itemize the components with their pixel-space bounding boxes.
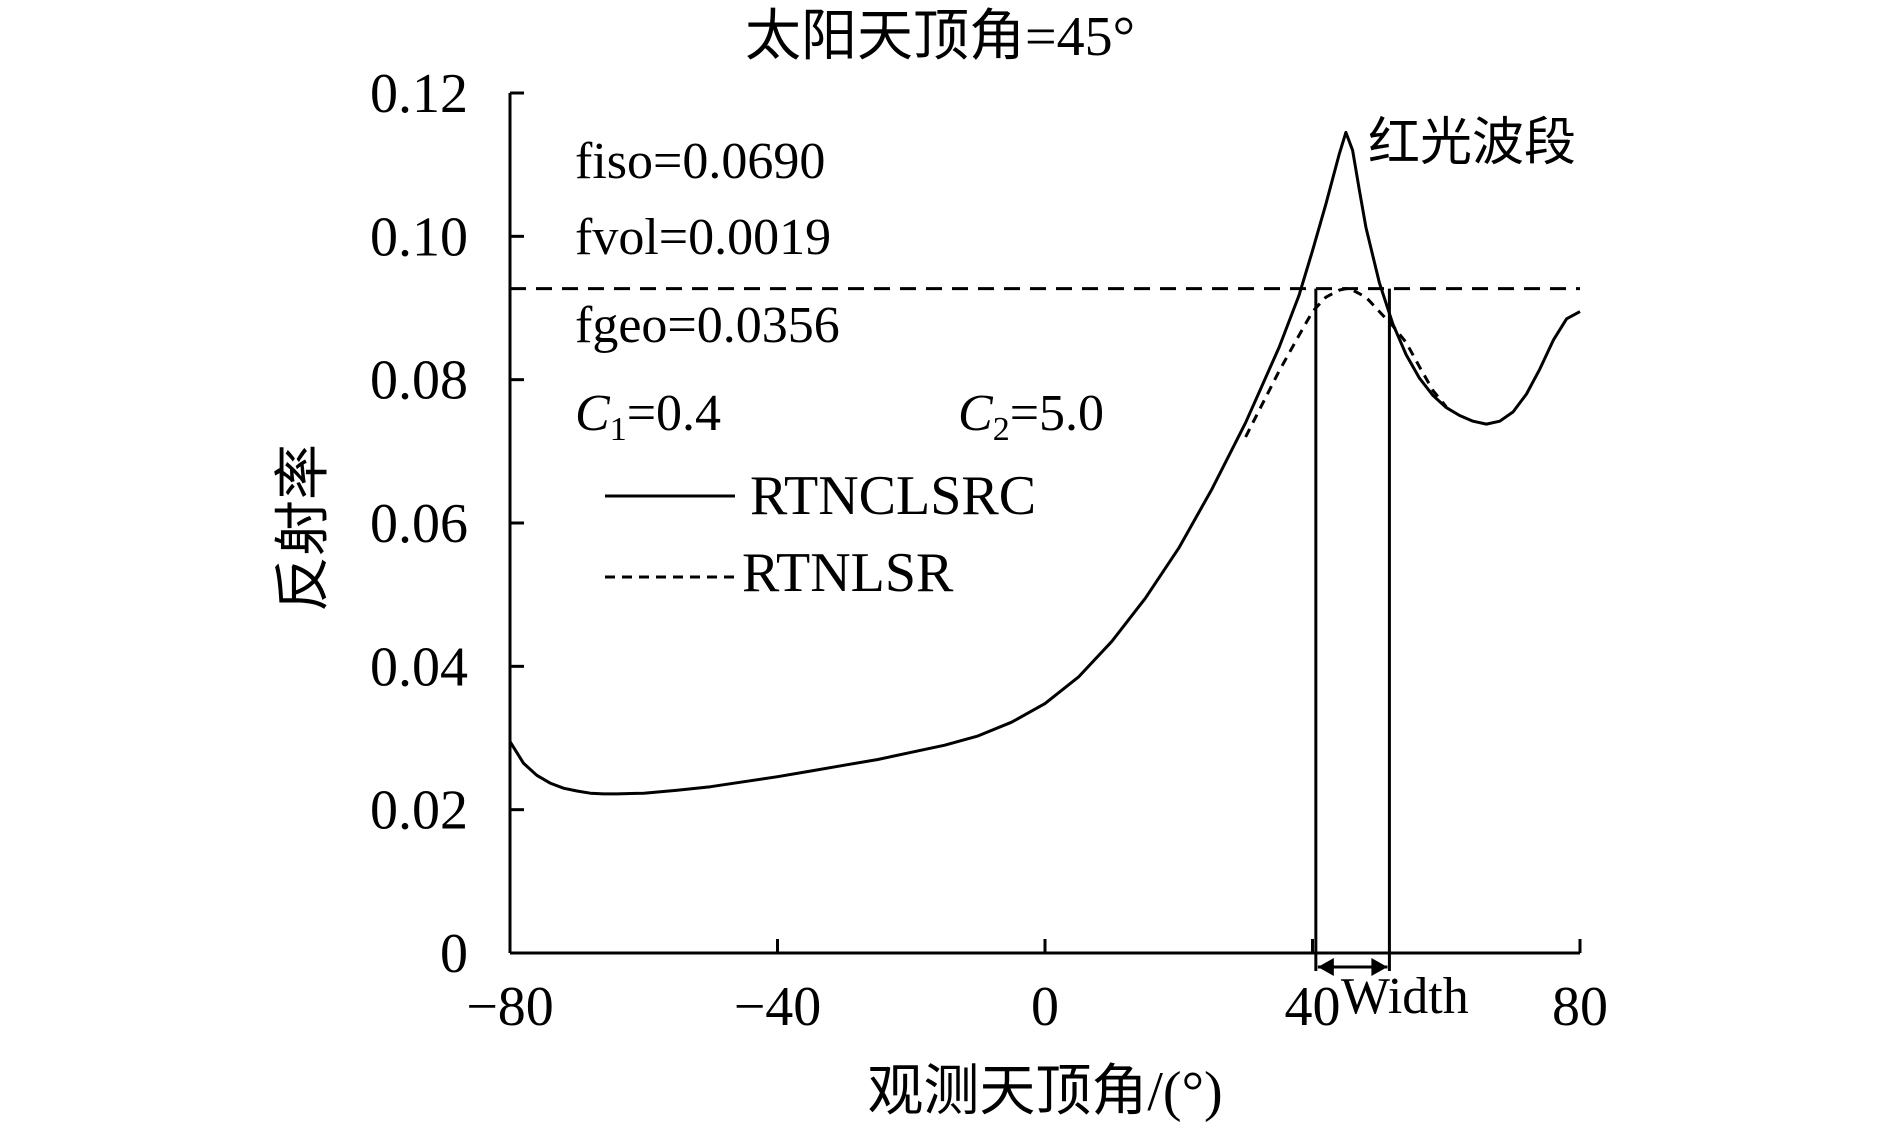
legend: RTNCLSRC RTNLSR (605, 465, 1036, 604)
legend-label-rtnlsr: RTNLSR (742, 542, 954, 604)
width-label: Width (1341, 968, 1469, 1025)
x-tick-label: 80 (1552, 976, 1608, 1038)
width-arrow-head-right (1371, 958, 1388, 976)
y-tick-label: 0.04 (370, 636, 468, 698)
y-axis-ticks: 0 0.02 0.04 0.06 0.08 0.10 0.12 (370, 63, 524, 985)
y-axis-label: 反射率 (273, 444, 335, 612)
series-line-rtnlsr (1244, 287, 1448, 438)
y-tick-label: 0.10 (370, 206, 468, 268)
legend-label-rtnclsrc: RTNCLSRC (750, 465, 1036, 527)
y-tick-label: 0.08 (370, 350, 468, 412)
x-tick-label: 0 (1031, 976, 1059, 1038)
param-c1-value: =0.4 (627, 385, 721, 442)
width-marker-layer: Width (1314, 288, 1469, 1025)
x-axis-label: 观测天顶角/(°) (867, 1061, 1222, 1123)
x-tick-label: −80 (466, 976, 554, 1038)
param-c1-subscript: 1 (610, 411, 627, 448)
param-fgeo: fgeo=0.0356 (575, 297, 840, 354)
chart-title: 太阳天顶角=45° (745, 6, 1135, 68)
y-tick-label: 0.06 (370, 493, 468, 555)
series-line-rtnclsrc (508, 130, 1581, 796)
y-tick-label: 0.02 (370, 780, 468, 842)
param-c1-letter: C (575, 385, 611, 442)
param-fvol: fvol=0.0019 (575, 209, 831, 266)
x-tick-label: −40 (734, 976, 822, 1038)
series-layer (508, 130, 1581, 796)
x-tick-label: 40 (1285, 976, 1341, 1038)
param-fiso: fiso=0.0690 (575, 133, 825, 190)
param-c1: C1=0.4 (575, 385, 721, 448)
band-label: 红光波段 (1368, 115, 1576, 172)
x-axis-ticks: −80 −40 0 40 80 (466, 939, 1608, 1038)
param-c2: C2=5.0 (958, 385, 1104, 448)
param-c2-subscript: 2 (993, 411, 1010, 448)
width-arrow-head-left (1317, 958, 1334, 976)
y-tick-label: 0 (440, 923, 468, 985)
param-c2-letter: C (958, 385, 994, 442)
y-tick-label: 0.12 (370, 63, 468, 125)
param-c2-value: =5.0 (1010, 385, 1104, 442)
